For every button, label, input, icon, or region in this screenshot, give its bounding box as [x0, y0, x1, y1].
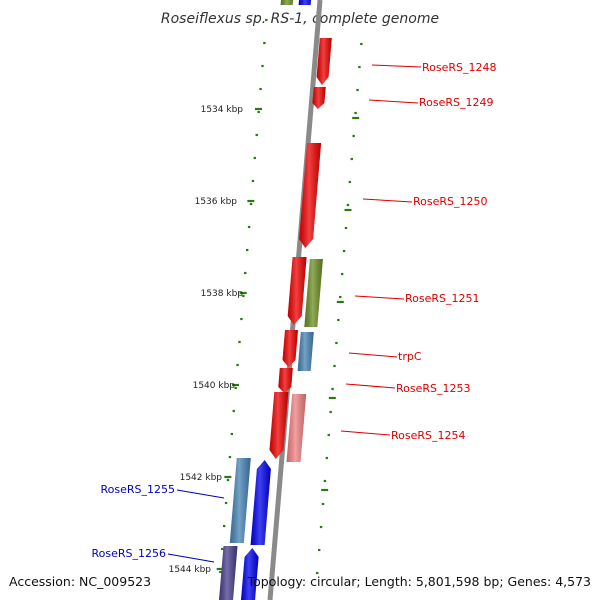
- gene-trpc-shading: [297, 332, 314, 371]
- gene-unlabeled[interactable]: [280, 0, 295, 5]
- gene-rosers-1249[interactable]: [312, 87, 326, 109]
- gene-unlabeled-shading: [282, 330, 298, 367]
- gene-unlabeled[interactable]: [304, 259, 323, 327]
- gene-unlabeled[interactable]: [269, 392, 289, 459]
- leader-line: [176, 489, 225, 499]
- gene-label-roseRS-1249[interactable]: RoseRS_1249: [419, 96, 494, 109]
- gene-rosers-1256-shading: [219, 546, 238, 600]
- inner-tick-marks: [219, 18, 268, 574]
- gene-unlabeled[interactable]: [298, 0, 313, 5]
- gene-rosers-1253-shading: [278, 368, 293, 393]
- gene-label-roseRS-1256[interactable]: RoseRS_1256: [92, 547, 167, 560]
- gene-label-roseRS-1250[interactable]: RoseRS_1250: [413, 195, 488, 208]
- gene-rosers-1248[interactable]: [316, 38, 332, 85]
- label-leader-lines: [167, 64, 422, 563]
- gene-unlabeled-shading: [250, 460, 271, 545]
- gene-unlabeled[interactable]: [241, 548, 259, 600]
- kbp-labels: 1534 kbp 1536 kbp 1538 kbp 1540 kbp 1542…: [169, 105, 244, 575]
- gene-rosers-1255[interactable]: [229, 458, 251, 543]
- kbp-label: 1534 kbp: [201, 105, 244, 115]
- gene-rosers-1256[interactable]: [219, 546, 238, 600]
- gene-label-roseRS-1248[interactable]: RoseRS_1248: [422, 61, 497, 74]
- leader-line: [371, 64, 422, 68]
- kbp-label: 1542 kbp: [180, 473, 223, 483]
- leader-line: [340, 430, 391, 436]
- leader-line: [354, 295, 405, 300]
- gene-labels: RoseRS_1248 RoseRS_1249 RoseRS_1250 Rose…: [92, 61, 497, 560]
- gene-label-roseRS-1251[interactable]: RoseRS_1251: [405, 292, 480, 305]
- gene-rosers-1251-shading: [287, 257, 307, 325]
- gene-features: [219, 0, 332, 600]
- gene-trpc[interactable]: [297, 332, 314, 371]
- gene-label-roseRS-1254[interactable]: RoseRS_1254: [391, 429, 466, 442]
- kbp-label: 1544 kbp: [169, 565, 212, 575]
- kbp-label: 1538 kbp: [201, 289, 244, 299]
- gene-label-trpC[interactable]: trpC: [398, 350, 422, 363]
- kbp-label: 1540 kbp: [193, 381, 236, 391]
- leader-line: [368, 99, 419, 104]
- gene-rosers-1254-shading: [286, 394, 307, 462]
- kbp-label: 1536 kbp: [195, 197, 238, 207]
- outer-tick-marks: [316, 42, 363, 575]
- gene-rosers-1249-shading: [312, 87, 326, 109]
- accession-text: Accession: NC_009523: [9, 574, 151, 589]
- gene-rosers-1255-shading: [229, 458, 251, 543]
- gene-rosers-1250-shading: [299, 143, 322, 248]
- gene-rosers-1251[interactable]: [287, 257, 307, 325]
- gene-unlabeled-shading: [298, 0, 312, 5]
- gene-unlabeled-shading: [304, 259, 323, 327]
- leader-line: [345, 383, 396, 389]
- gene-label-roseRS-1253[interactable]: RoseRS_1253: [396, 382, 471, 395]
- gene-rosers-1253[interactable]: [278, 368, 293, 393]
- leader-line: [362, 198, 413, 203]
- map-title: Roseiflexus sp. RS-1, complete genome: [161, 11, 439, 27]
- topology-text: Topology: circular; Length: 5,801,598 bp…: [247, 574, 591, 589]
- gene-unlabeled[interactable]: [250, 460, 271, 545]
- gene-label-roseRS-1255[interactable]: RoseRS_1255: [101, 483, 176, 496]
- gene-rosers-1250[interactable]: [299, 143, 322, 248]
- gene-rosers-1254[interactable]: [286, 394, 307, 462]
- leader-line: [348, 352, 398, 358]
- gene-unlabeled-shading: [280, 0, 294, 5]
- gene-unlabeled-shading: [241, 548, 259, 600]
- gene-rosers-1248-shading: [316, 38, 332, 85]
- leader-line: [167, 553, 215, 563]
- kbp-tick-marks: [216, 107, 360, 571]
- gene-unlabeled-shading: [269, 392, 289, 459]
- gene-unlabeled[interactable]: [282, 330, 299, 367]
